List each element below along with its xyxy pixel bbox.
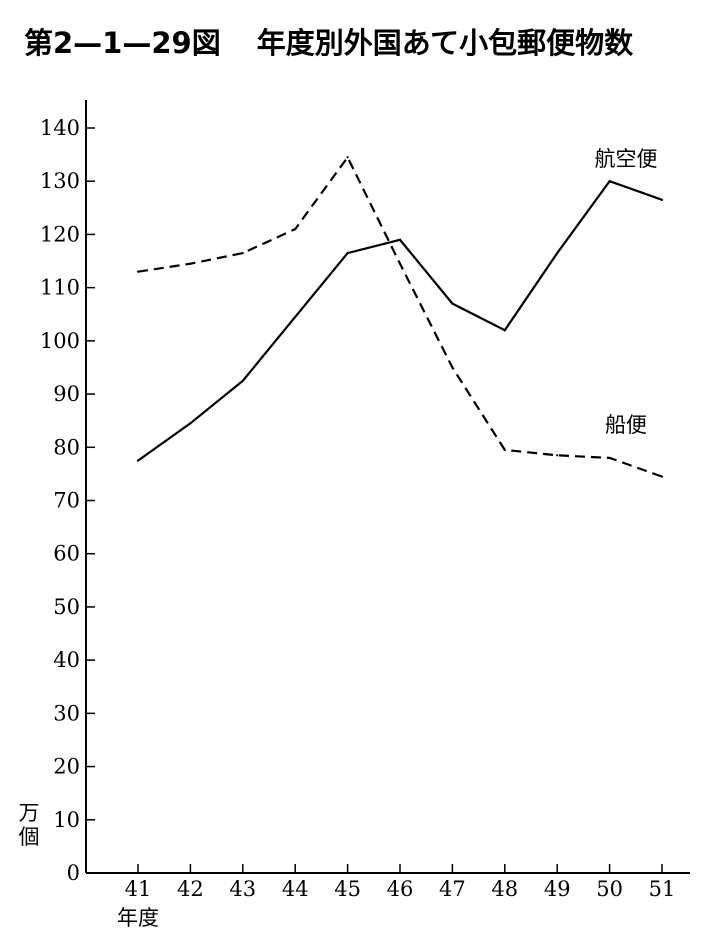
chart-title-text: 年度別外国あて小包郵便物数 (256, 26, 634, 60)
series-line-2 (137, 155, 663, 478)
data-point (241, 379, 244, 382)
data-point (451, 302, 454, 305)
x-tick-label: 47 (439, 877, 466, 901)
y-tick-label: 50 (53, 595, 80, 619)
x-axis-label: 年度 (117, 906, 159, 930)
data-point (136, 270, 140, 273)
x-tick-label: 44 (282, 877, 309, 901)
y-tick-label: 70 (53, 489, 80, 513)
x-tick-label: 41 (125, 877, 152, 901)
x-tick-label: 42 (177, 877, 204, 901)
x-tick-label: 50 (596, 877, 623, 901)
figure-number: 第2—1—29図 (24, 26, 221, 60)
y-tick-label: 80 (53, 435, 80, 459)
y-tick-label: 0 (67, 861, 80, 885)
y-tick-label: 100 (40, 329, 80, 353)
y-tick-label: 140 (40, 116, 80, 140)
data-point (189, 262, 192, 265)
y-axis-unit-label: 万 (19, 801, 40, 825)
x-tick-label: 46 (387, 877, 414, 901)
data-point (608, 456, 611, 460)
data-point (346, 156, 349, 159)
data-point (503, 329, 506, 332)
data-point (608, 180, 611, 183)
y-axis-unit-label: 個 (19, 825, 40, 849)
data-point (346, 251, 349, 255)
data-point (189, 422, 192, 425)
data-point (398, 262, 402, 265)
series-line-1 (137, 179, 663, 462)
data-point (660, 475, 664, 478)
x-tick-label: 48 (491, 877, 518, 901)
y-tick-label: 40 (53, 648, 80, 672)
y-tick-label: 90 (53, 382, 80, 406)
data-point (294, 315, 297, 319)
data-point (398, 238, 402, 241)
y-tick-label: 120 (40, 222, 80, 246)
series-label-1: 航空便 (595, 147, 658, 171)
x-tick-label: 49 (544, 877, 571, 901)
y-tick-label: 20 (53, 755, 80, 779)
data-point (451, 366, 454, 369)
data-point (241, 251, 244, 255)
data-point (556, 251, 559, 255)
y-tick-label: 60 (53, 542, 80, 566)
y-tick-label: 10 (53, 808, 80, 832)
x-tick-label: 43 (229, 877, 256, 901)
data-point (503, 448, 506, 452)
data-point (556, 454, 559, 457)
series-label-2: 船便 (605, 413, 647, 437)
data-point (660, 198, 664, 201)
chart-title: 第2—1—29図 年度別外国あて小包郵便物数 (24, 20, 704, 64)
y-tick-label: 130 (40, 169, 80, 193)
y-tick-label: 110 (40, 276, 80, 300)
y-tick-label: 30 (53, 701, 80, 725)
x-tick-label: 45 (334, 877, 361, 901)
data-point (294, 228, 297, 231)
data-point (136, 459, 140, 462)
x-tick-label: 51 (649, 877, 676, 901)
